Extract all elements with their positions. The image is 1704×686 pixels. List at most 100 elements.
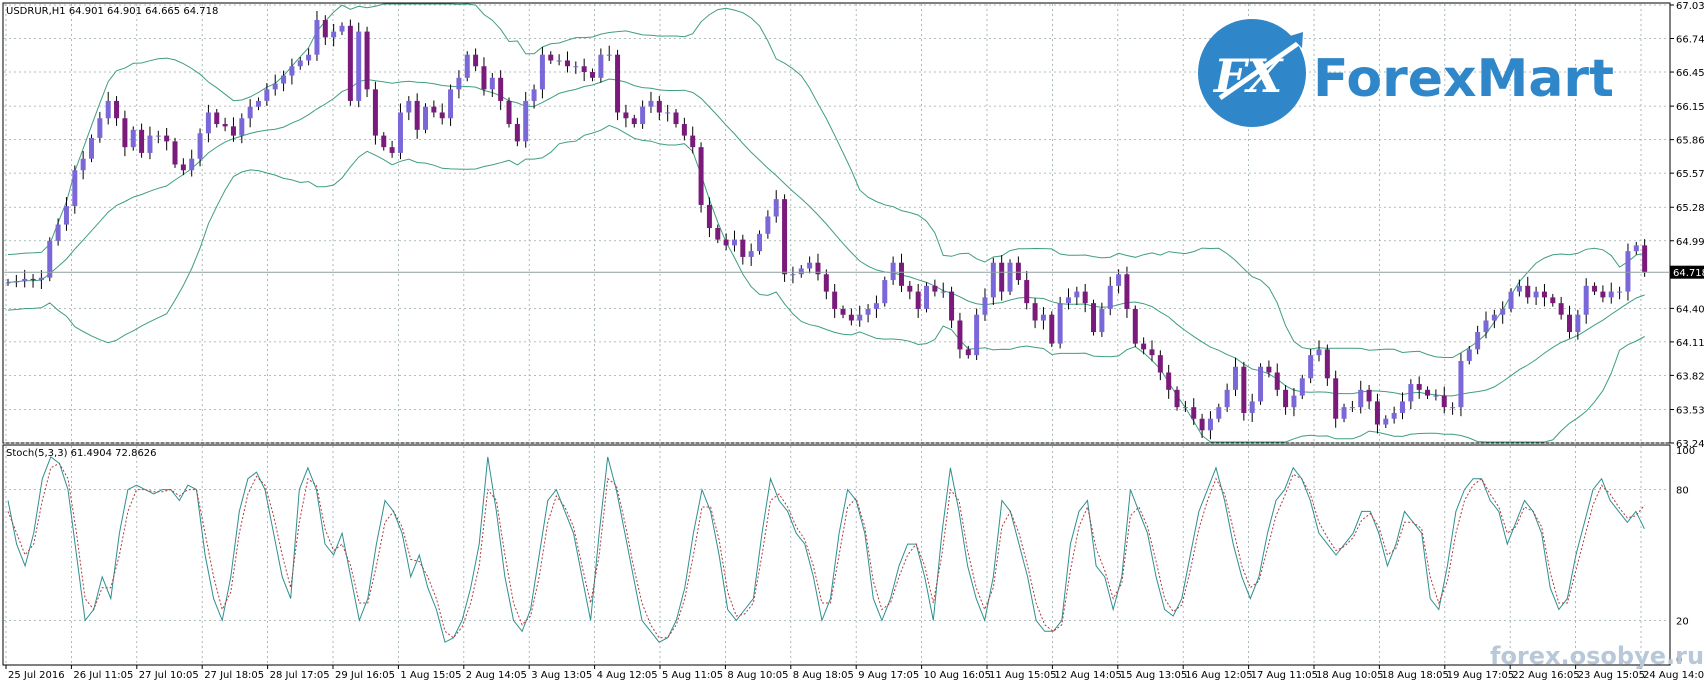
candle-body xyxy=(1349,407,1355,409)
bollinger-middle xyxy=(7,78,1645,397)
candle-body xyxy=(1399,401,1405,413)
candle-body xyxy=(205,112,211,134)
watermark-text: forex.osobye.ru xyxy=(1490,642,1704,670)
x-tick-label: 19 Aug 17:05 xyxy=(1447,670,1514,681)
candle-body xyxy=(1258,366,1264,402)
candle-body xyxy=(1283,389,1289,408)
candle-body xyxy=(1491,314,1497,321)
candle-body xyxy=(1266,366,1272,373)
candle-body xyxy=(1015,262,1021,281)
candle-body xyxy=(448,89,454,119)
candle-body xyxy=(1099,308,1105,333)
candle-body xyxy=(740,239,746,257)
candle-body xyxy=(1216,407,1222,419)
x-tick-label: 28 Jul 17:05 xyxy=(270,670,330,681)
candle-body xyxy=(940,291,946,293)
candle-body xyxy=(615,54,621,113)
candle-body xyxy=(406,100,412,113)
candle-body xyxy=(656,100,662,113)
candle-body xyxy=(1450,407,1456,409)
candle-body xyxy=(180,164,186,171)
candle-body xyxy=(89,137,95,159)
candle-body xyxy=(147,135,153,153)
x-axis: 25 Jul 2016 26 Jul 11:05 27 Jul 10:05 27 Ju… xyxy=(5,665,1704,681)
candle-body xyxy=(481,66,487,90)
indicator-y-tick-label: 0 xyxy=(1676,655,1682,666)
x-tick-label: 12 Aug 14:05 xyxy=(1054,670,1121,681)
candle-body xyxy=(1625,251,1631,292)
candle-body xyxy=(1617,291,1623,293)
stoch-main-line xyxy=(7,456,1645,643)
candle-body xyxy=(823,274,829,292)
y-tick-label: 65.575 xyxy=(1676,169,1704,180)
candle-body xyxy=(1608,291,1614,298)
candle-body xyxy=(381,135,387,148)
candle-body xyxy=(1358,389,1364,408)
candlestick-series xyxy=(5,11,1648,440)
x-tick-label: 17 Aug 11:05 xyxy=(1251,670,1318,681)
candle-body xyxy=(464,54,470,78)
x-tick-label: 10 Aug 16:05 xyxy=(924,670,991,681)
candle-body xyxy=(531,89,537,101)
candle-body xyxy=(898,262,904,286)
candle-body xyxy=(1441,395,1447,408)
x-tick-label: 18 Aug 18:05 xyxy=(1381,670,1448,681)
candle-body xyxy=(1157,355,1163,373)
candle-body xyxy=(114,100,120,119)
candle-body xyxy=(1341,407,1347,419)
candle-body xyxy=(1032,303,1038,321)
candle-body xyxy=(1592,285,1598,292)
candle-body xyxy=(80,158,86,171)
candle-body xyxy=(848,314,854,321)
candle-body xyxy=(974,314,980,356)
candle-body xyxy=(1633,245,1639,252)
candle-body xyxy=(1433,395,1439,397)
x-tick-label: 23 Aug 15:05 xyxy=(1578,670,1645,681)
candle-body xyxy=(715,228,721,240)
stochastic-series xyxy=(7,456,1645,643)
candle-body xyxy=(297,60,303,67)
candle-body xyxy=(22,278,28,282)
candle-body xyxy=(1475,332,1481,350)
candle-body xyxy=(1383,418,1389,425)
candle-body xyxy=(782,199,788,275)
candle-body xyxy=(122,118,128,148)
x-tick-label: 9 Aug 17:05 xyxy=(858,670,919,681)
candle-body xyxy=(1207,418,1213,431)
candle-body xyxy=(247,106,253,119)
candle-body xyxy=(1149,349,1155,356)
candle-body xyxy=(431,106,437,113)
candle-body xyxy=(55,224,61,241)
candle-body xyxy=(456,77,462,90)
candle-body xyxy=(723,239,729,246)
candle-body xyxy=(38,277,44,281)
symbol-header: USDRUR,H1 64.901 64.901 64.665 64.718 xyxy=(6,6,218,17)
candle-body xyxy=(155,135,161,137)
candle-body xyxy=(890,262,896,281)
candle-body xyxy=(306,54,312,61)
x-tick-label: 8 Aug 10:05 xyxy=(727,670,788,681)
main-grid xyxy=(4,4,1669,444)
candle-body xyxy=(949,291,955,321)
y-tick-label: 64.115 xyxy=(1676,338,1704,349)
candle-body xyxy=(581,66,587,73)
candle-body xyxy=(957,320,963,350)
main-plot-frame xyxy=(2,2,1671,444)
x-tick-label: 27 Jul 10:05 xyxy=(139,670,199,681)
candle-body xyxy=(239,118,245,136)
y-tick-label: 66.450 xyxy=(1676,68,1704,79)
candle-body xyxy=(139,129,145,153)
candle-body xyxy=(1533,291,1539,298)
y-tick-label: 65.280 xyxy=(1676,203,1704,214)
candle-body xyxy=(606,54,612,56)
forexmart-logo: FX ForexMart xyxy=(1198,19,1614,127)
candle-body xyxy=(999,262,1005,292)
x-tick-label: 18 Aug 10:05 xyxy=(1316,670,1383,681)
candle-body xyxy=(1007,262,1013,292)
candle-body xyxy=(1324,349,1330,379)
candle-body xyxy=(1483,320,1489,333)
candle-body xyxy=(506,100,512,125)
candle-body xyxy=(982,297,988,315)
candle-body xyxy=(1082,291,1088,304)
